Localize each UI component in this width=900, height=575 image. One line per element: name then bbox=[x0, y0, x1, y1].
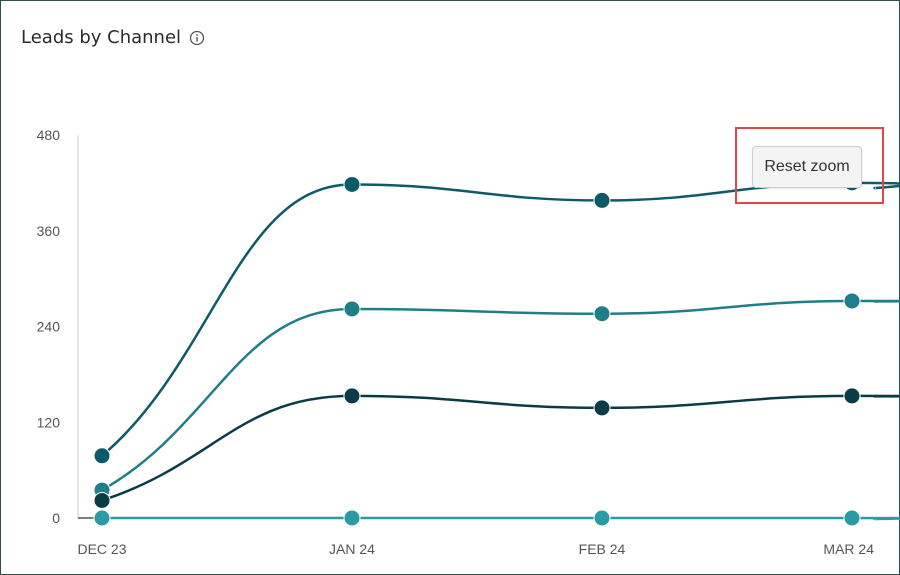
data-point[interactable] bbox=[93, 491, 111, 509]
tick-labels: 0 120 240 360 480 DEC 23 JAN 24 FEB 24 MAR 24 bbox=[37, 127, 875, 557]
x-tick-label: DEC 23 bbox=[77, 541, 126, 557]
series-line-1[interactable] bbox=[101, 181, 900, 457]
reset-zoom-button[interactable]: Reset zoom bbox=[752, 146, 862, 188]
x-tick-label: JAN 24 bbox=[329, 541, 375, 557]
series-lines bbox=[101, 181, 900, 521]
y-tick-label: 120 bbox=[37, 414, 61, 430]
y-tick-label: 360 bbox=[37, 223, 61, 239]
data-point[interactable] bbox=[593, 399, 611, 417]
reset-zoom-highlight bbox=[735, 127, 884, 204]
x-tick-label: FEB 24 bbox=[579, 541, 626, 557]
x-tick-label: MAR 24 bbox=[823, 541, 874, 557]
data-point[interactable] bbox=[593, 305, 611, 323]
y-tick-label: 240 bbox=[37, 319, 61, 335]
y-tick-label: 0 bbox=[52, 510, 60, 526]
data-point[interactable] bbox=[843, 292, 861, 310]
chart-title-row: Leads by Channel bbox=[21, 27, 205, 48]
data-point[interactable] bbox=[843, 387, 861, 405]
series-line-4[interactable] bbox=[102, 516, 900, 521]
data-point[interactable] bbox=[593, 191, 611, 209]
data-point[interactable] bbox=[343, 300, 361, 318]
data-point[interactable] bbox=[593, 509, 611, 527]
data-point[interactable] bbox=[843, 509, 861, 527]
y-tick-label: 480 bbox=[37, 127, 61, 143]
series-points bbox=[93, 174, 861, 527]
series-line-3[interactable] bbox=[101, 394, 900, 502]
page-title: Leads by Channel bbox=[21, 27, 182, 48]
data-point[interactable] bbox=[343, 509, 361, 527]
data-point[interactable] bbox=[93, 509, 111, 527]
info-icon[interactable] bbox=[189, 30, 205, 46]
data-point[interactable] bbox=[343, 175, 361, 193]
data-point[interactable] bbox=[343, 387, 361, 405]
series-line-2[interactable] bbox=[101, 299, 900, 492]
data-point[interactable] bbox=[93, 447, 111, 465]
